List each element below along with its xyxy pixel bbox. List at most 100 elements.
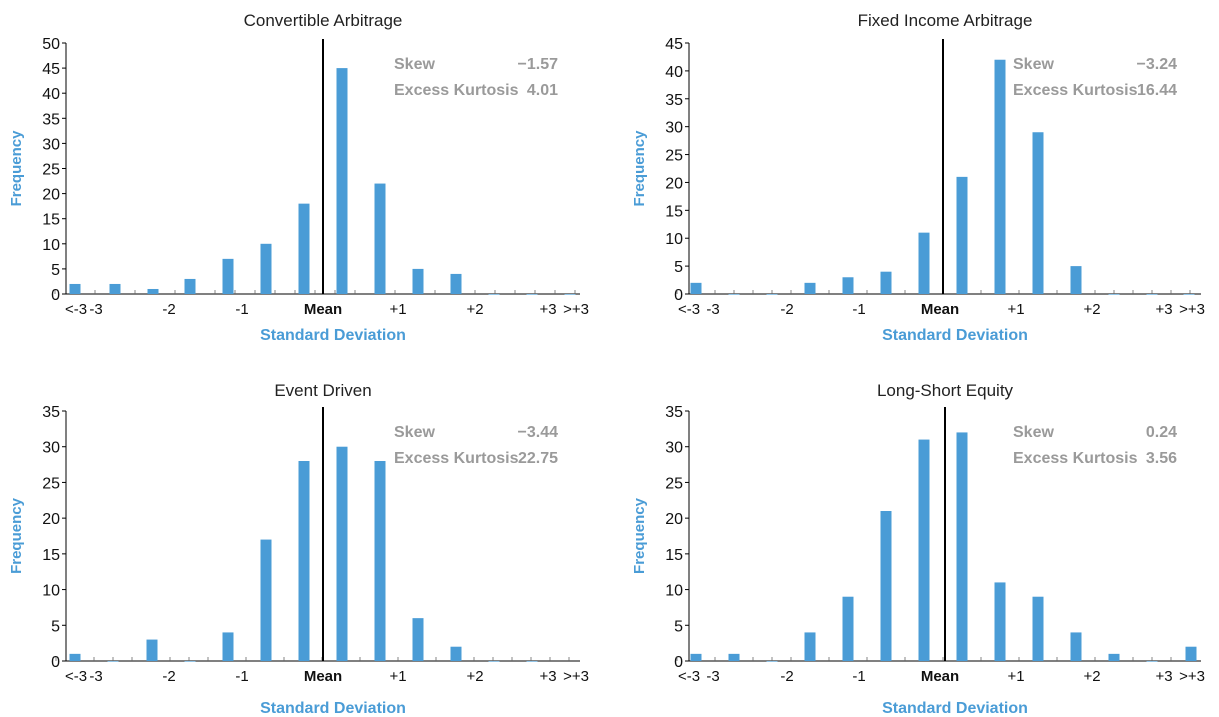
kurtosis-label: Excess Kurtosis bbox=[1013, 450, 1138, 467]
histogram-bar bbox=[488, 661, 500, 662]
x-tick-label: +2 bbox=[466, 301, 483, 318]
kurtosis-label: Excess Kurtosis bbox=[394, 450, 519, 467]
histogram-bar bbox=[804, 282, 816, 294]
histogram-bar bbox=[184, 661, 196, 662]
x-tick-label: Mean bbox=[921, 668, 959, 685]
histogram-bar bbox=[918, 439, 930, 661]
histogram-bar bbox=[147, 288, 159, 294]
x-tick-label: <-3 bbox=[65, 668, 87, 685]
chart-title: Event Driven bbox=[274, 381, 371, 400]
histogram-bar bbox=[804, 632, 816, 661]
skew-label: Skew bbox=[1013, 424, 1054, 441]
x-tick-label: +1 bbox=[1007, 668, 1024, 685]
x-tick-label: <-3 bbox=[65, 301, 87, 318]
histogram-bar bbox=[1070, 632, 1082, 661]
x-tick-label: -3 bbox=[706, 668, 719, 685]
x-axis-label: Standard Deviation bbox=[882, 327, 1028, 344]
x-tick-label: -1 bbox=[235, 668, 248, 685]
histogram-bar bbox=[956, 176, 968, 294]
histogram-bar bbox=[222, 632, 234, 661]
histogram-bar bbox=[222, 258, 234, 294]
histogram-bar bbox=[374, 461, 386, 661]
histogram-bar bbox=[564, 294, 576, 295]
y-tick-label: 20 bbox=[42, 187, 60, 204]
y-tick-label: 0 bbox=[674, 287, 683, 304]
y-tick-label: 45 bbox=[665, 36, 683, 53]
x-tick-label: +1 bbox=[1007, 301, 1024, 318]
histogram-bar bbox=[728, 294, 740, 295]
kurtosis-label: Excess Kurtosis bbox=[1013, 82, 1138, 99]
histogram-bar bbox=[1183, 294, 1195, 295]
histogram-bar bbox=[298, 461, 310, 661]
x-tick-label: >+3 bbox=[563, 668, 589, 685]
x-tick-label: +1 bbox=[389, 301, 406, 318]
x-tick-label: +3 bbox=[539, 301, 556, 318]
histogram-bar bbox=[1032, 132, 1044, 294]
kurtosis-value: 22.75 bbox=[518, 450, 558, 467]
y-tick-label: 30 bbox=[665, 120, 683, 137]
y-tick-label: 25 bbox=[665, 475, 683, 492]
y-tick-label: 0 bbox=[51, 654, 60, 671]
y-tick-label: 15 bbox=[42, 547, 60, 564]
y-axis-label: Frequency bbox=[631, 497, 648, 574]
histogram-bar bbox=[336, 446, 348, 661]
y-tick-label: 40 bbox=[42, 86, 60, 103]
histogram-bar bbox=[146, 639, 158, 661]
y-tick-label: 5 bbox=[674, 259, 683, 276]
y-tick-label: 15 bbox=[665, 547, 683, 564]
x-tick-label: +2 bbox=[466, 668, 483, 685]
x-axis-label: Standard Deviation bbox=[260, 700, 406, 717]
histogram-bar bbox=[994, 582, 1006, 661]
histogram-bar bbox=[766, 661, 778, 662]
histogram-bar bbox=[298, 203, 310, 294]
y-tick-label: 20 bbox=[42, 511, 60, 528]
y-tick-label: 50 bbox=[42, 36, 60, 53]
histogram-bar bbox=[690, 653, 702, 661]
skew-label: Skew bbox=[394, 424, 435, 441]
x-tick-label: <-3 bbox=[678, 301, 700, 318]
x-tick-label: -2 bbox=[162, 301, 175, 318]
histogram-bar bbox=[994, 59, 1006, 294]
histogram-bar bbox=[260, 539, 272, 661]
histogram-bar bbox=[1070, 266, 1082, 294]
kurtosis-value: 3.56 bbox=[1146, 450, 1177, 467]
x-tick-label: -3 bbox=[89, 668, 102, 685]
histogram-bar bbox=[1146, 294, 1158, 295]
histogram-bar bbox=[766, 294, 778, 295]
histogram-bar bbox=[956, 432, 968, 661]
skew-label: Skew bbox=[394, 56, 435, 73]
chart-title: Long-Short Equity bbox=[877, 381, 1014, 400]
y-tick-label: 30 bbox=[665, 440, 683, 457]
y-axis-label: Frequency bbox=[8, 130, 25, 207]
x-tick-label: +2 bbox=[1083, 301, 1100, 318]
histogram-bar bbox=[412, 268, 424, 294]
y-tick-label: 35 bbox=[42, 404, 60, 421]
y-tick-label: 5 bbox=[51, 618, 60, 635]
x-axis-label: Standard Deviation bbox=[882, 700, 1028, 717]
y-tick-label: 10 bbox=[42, 237, 60, 254]
histogram-bar bbox=[728, 653, 740, 661]
histogram-bar bbox=[842, 277, 854, 294]
histogram-bar bbox=[374, 183, 386, 294]
histogram-bar bbox=[107, 661, 119, 662]
y-tick-label: 25 bbox=[42, 475, 60, 492]
histogram-bar bbox=[880, 271, 892, 294]
y-tick-label: 10 bbox=[665, 231, 683, 248]
histogram-bar bbox=[842, 596, 854, 661]
y-tick-label: 20 bbox=[665, 511, 683, 528]
histogram-bar bbox=[1108, 653, 1120, 661]
histogram-bar bbox=[412, 618, 424, 661]
histogram-bar bbox=[450, 646, 462, 661]
histogram-bar bbox=[1032, 596, 1044, 661]
y-tick-label: 30 bbox=[42, 136, 60, 153]
kurtosis-value: 16.44 bbox=[1137, 82, 1177, 99]
x-axis-label: Standard Deviation bbox=[260, 327, 406, 344]
y-tick-label: 10 bbox=[42, 583, 60, 600]
y-tick-label: 35 bbox=[665, 92, 683, 109]
histogram-bar bbox=[526, 294, 538, 295]
x-tick-label: +1 bbox=[389, 668, 406, 685]
x-tick-label: Mean bbox=[921, 301, 959, 318]
histogram-bar bbox=[488, 294, 500, 295]
y-axis-label: Frequency bbox=[8, 497, 25, 574]
histogram-bar bbox=[918, 232, 930, 294]
